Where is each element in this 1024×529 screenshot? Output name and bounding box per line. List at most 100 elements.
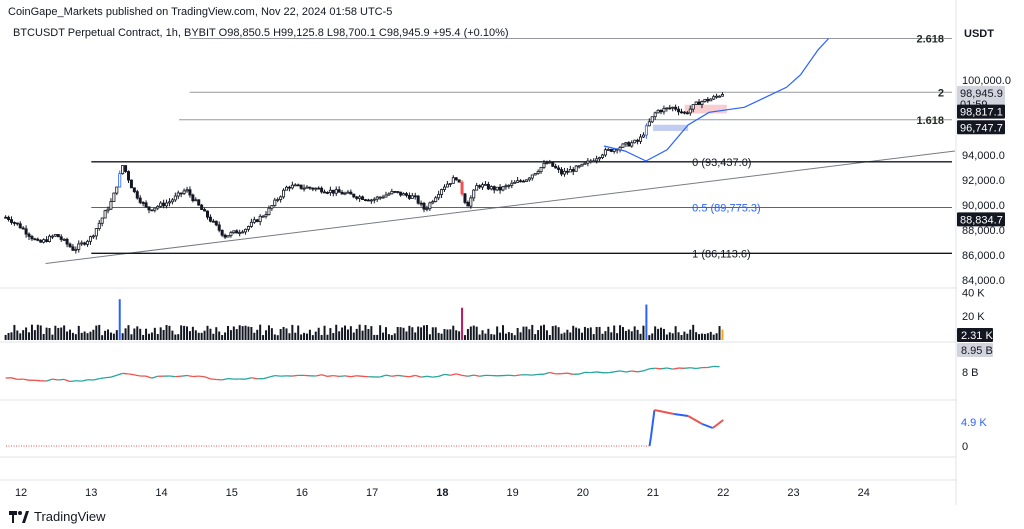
candle-body[interactable] [229, 232, 233, 237]
candle-body[interactable] [718, 95, 722, 98]
candle-body[interactable] [393, 190, 397, 193]
candle-body[interactable] [404, 193, 408, 196]
candle-body[interactable] [700, 101, 704, 105]
candle-body[interactable] [135, 191, 139, 199]
candle-body[interactable] [223, 234, 227, 238]
candle-body[interactable] [595, 158, 599, 162]
candle-body[interactable] [241, 231, 245, 234]
candle-body[interactable] [685, 112, 689, 115]
candle-body[interactable] [419, 202, 423, 205]
candle-body[interactable] [325, 192, 329, 194]
candle-body[interactable] [363, 199, 367, 202]
candle-body[interactable] [299, 184, 303, 189]
candle-body[interactable] [358, 196, 362, 199]
candle-body[interactable] [533, 173, 537, 176]
candle-body[interactable] [580, 163, 584, 167]
candle-body[interactable] [501, 186, 505, 191]
candle-body[interactable] [165, 202, 169, 207]
candle-body[interactable] [653, 112, 657, 118]
candle-body[interactable] [179, 192, 183, 195]
candle-body[interactable] [381, 196, 385, 199]
candle-body[interactable] [709, 98, 713, 102]
candle-body[interactable] [565, 170, 569, 173]
candle-body[interactable] [39, 239, 43, 243]
price-zone[interactable] [653, 124, 689, 131]
candle-body[interactable] [662, 108, 666, 113]
candle-body[interactable] [440, 189, 444, 195]
candle-body[interactable] [59, 236, 63, 240]
candle-body[interactable] [574, 165, 578, 172]
candle-body[interactable] [677, 108, 681, 113]
candle-body[interactable] [109, 201, 113, 210]
candle-body[interactable] [282, 189, 286, 198]
candle-body[interactable] [545, 162, 549, 165]
candle-body[interactable] [633, 139, 637, 144]
candle-body[interactable] [206, 210, 210, 218]
candle-body[interactable] [361, 196, 365, 201]
candle-body[interactable] [448, 182, 452, 185]
candle-body[interactable] [390, 190, 394, 195]
candle-body[interactable] [170, 199, 174, 203]
candle-body[interactable] [194, 199, 198, 202]
candle-body[interactable] [77, 243, 81, 250]
candle-body[interactable] [255, 219, 259, 223]
candle-body[interactable] [94, 228, 98, 237]
candle-body[interactable] [589, 160, 593, 163]
candle-body[interactable] [50, 235, 54, 238]
candle-body[interactable] [141, 202, 145, 204]
candle-body[interactable] [396, 191, 400, 193]
candle-body[interactable] [314, 187, 318, 190]
candle-body[interactable] [267, 207, 271, 215]
candle-body[interactable] [276, 199, 280, 201]
candle-body[interactable] [83, 242, 87, 245]
candle-body[interactable] [97, 222, 101, 229]
candle-body[interactable] [457, 179, 461, 183]
candle-body[interactable] [697, 101, 701, 105]
candle-body[interactable] [74, 248, 78, 251]
candle-body[interactable] [220, 229, 224, 236]
candle-body[interactable] [121, 165, 125, 175]
candle-body[interactable] [606, 148, 610, 151]
candle-body[interactable] [311, 187, 315, 190]
price-tag[interactable] [957, 212, 1005, 227]
candle-body[interactable] [86, 240, 90, 245]
candle-body[interactable] [571, 169, 575, 172]
candle-body[interactable] [366, 199, 370, 202]
candle-body[interactable] [293, 184, 297, 187]
candle-body[interactable] [627, 142, 631, 147]
candle-body[interactable] [720, 94, 724, 97]
candle-body[interactable] [551, 161, 555, 167]
candle-body[interactable] [191, 194, 195, 202]
candle-body[interactable] [504, 185, 508, 188]
candle-body[interactable] [539, 166, 543, 173]
candle-body[interactable] [18, 223, 22, 229]
candle-body[interactable] [437, 194, 441, 199]
candle-body[interactable] [15, 222, 19, 225]
candle-body[interactable] [162, 202, 166, 207]
candle-body[interactable] [372, 198, 376, 201]
candle-body[interactable] [185, 189, 189, 192]
candle-body[interactable] [636, 139, 640, 142]
candle-body[interactable] [431, 201, 435, 204]
candle-body[interactable] [30, 236, 34, 240]
candle-body[interactable] [211, 220, 215, 223]
candle-body[interactable] [42, 239, 46, 243]
candle-body[interactable] [328, 189, 332, 193]
candle-body[interactable] [422, 202, 426, 210]
candle-body[interactable] [144, 202, 148, 208]
candle-body[interactable] [560, 169, 564, 175]
candle-body[interactable] [290, 184, 294, 189]
candle-body[interactable] [244, 228, 248, 233]
candle-body[interactable] [492, 186, 496, 191]
candle-body[interactable] [472, 189, 476, 199]
candle-body[interactable] [554, 165, 558, 169]
candle-body[interactable] [337, 189, 341, 193]
candle-body[interactable] [513, 181, 517, 184]
candle-body[interactable] [258, 215, 262, 223]
candle-body[interactable] [668, 107, 672, 110]
candle-body[interactable] [583, 162, 587, 165]
candle-body[interactable] [352, 193, 356, 198]
candle-body[interactable] [416, 195, 420, 204]
candle-body[interactable] [375, 196, 379, 200]
candle-body[interactable] [343, 192, 347, 195]
